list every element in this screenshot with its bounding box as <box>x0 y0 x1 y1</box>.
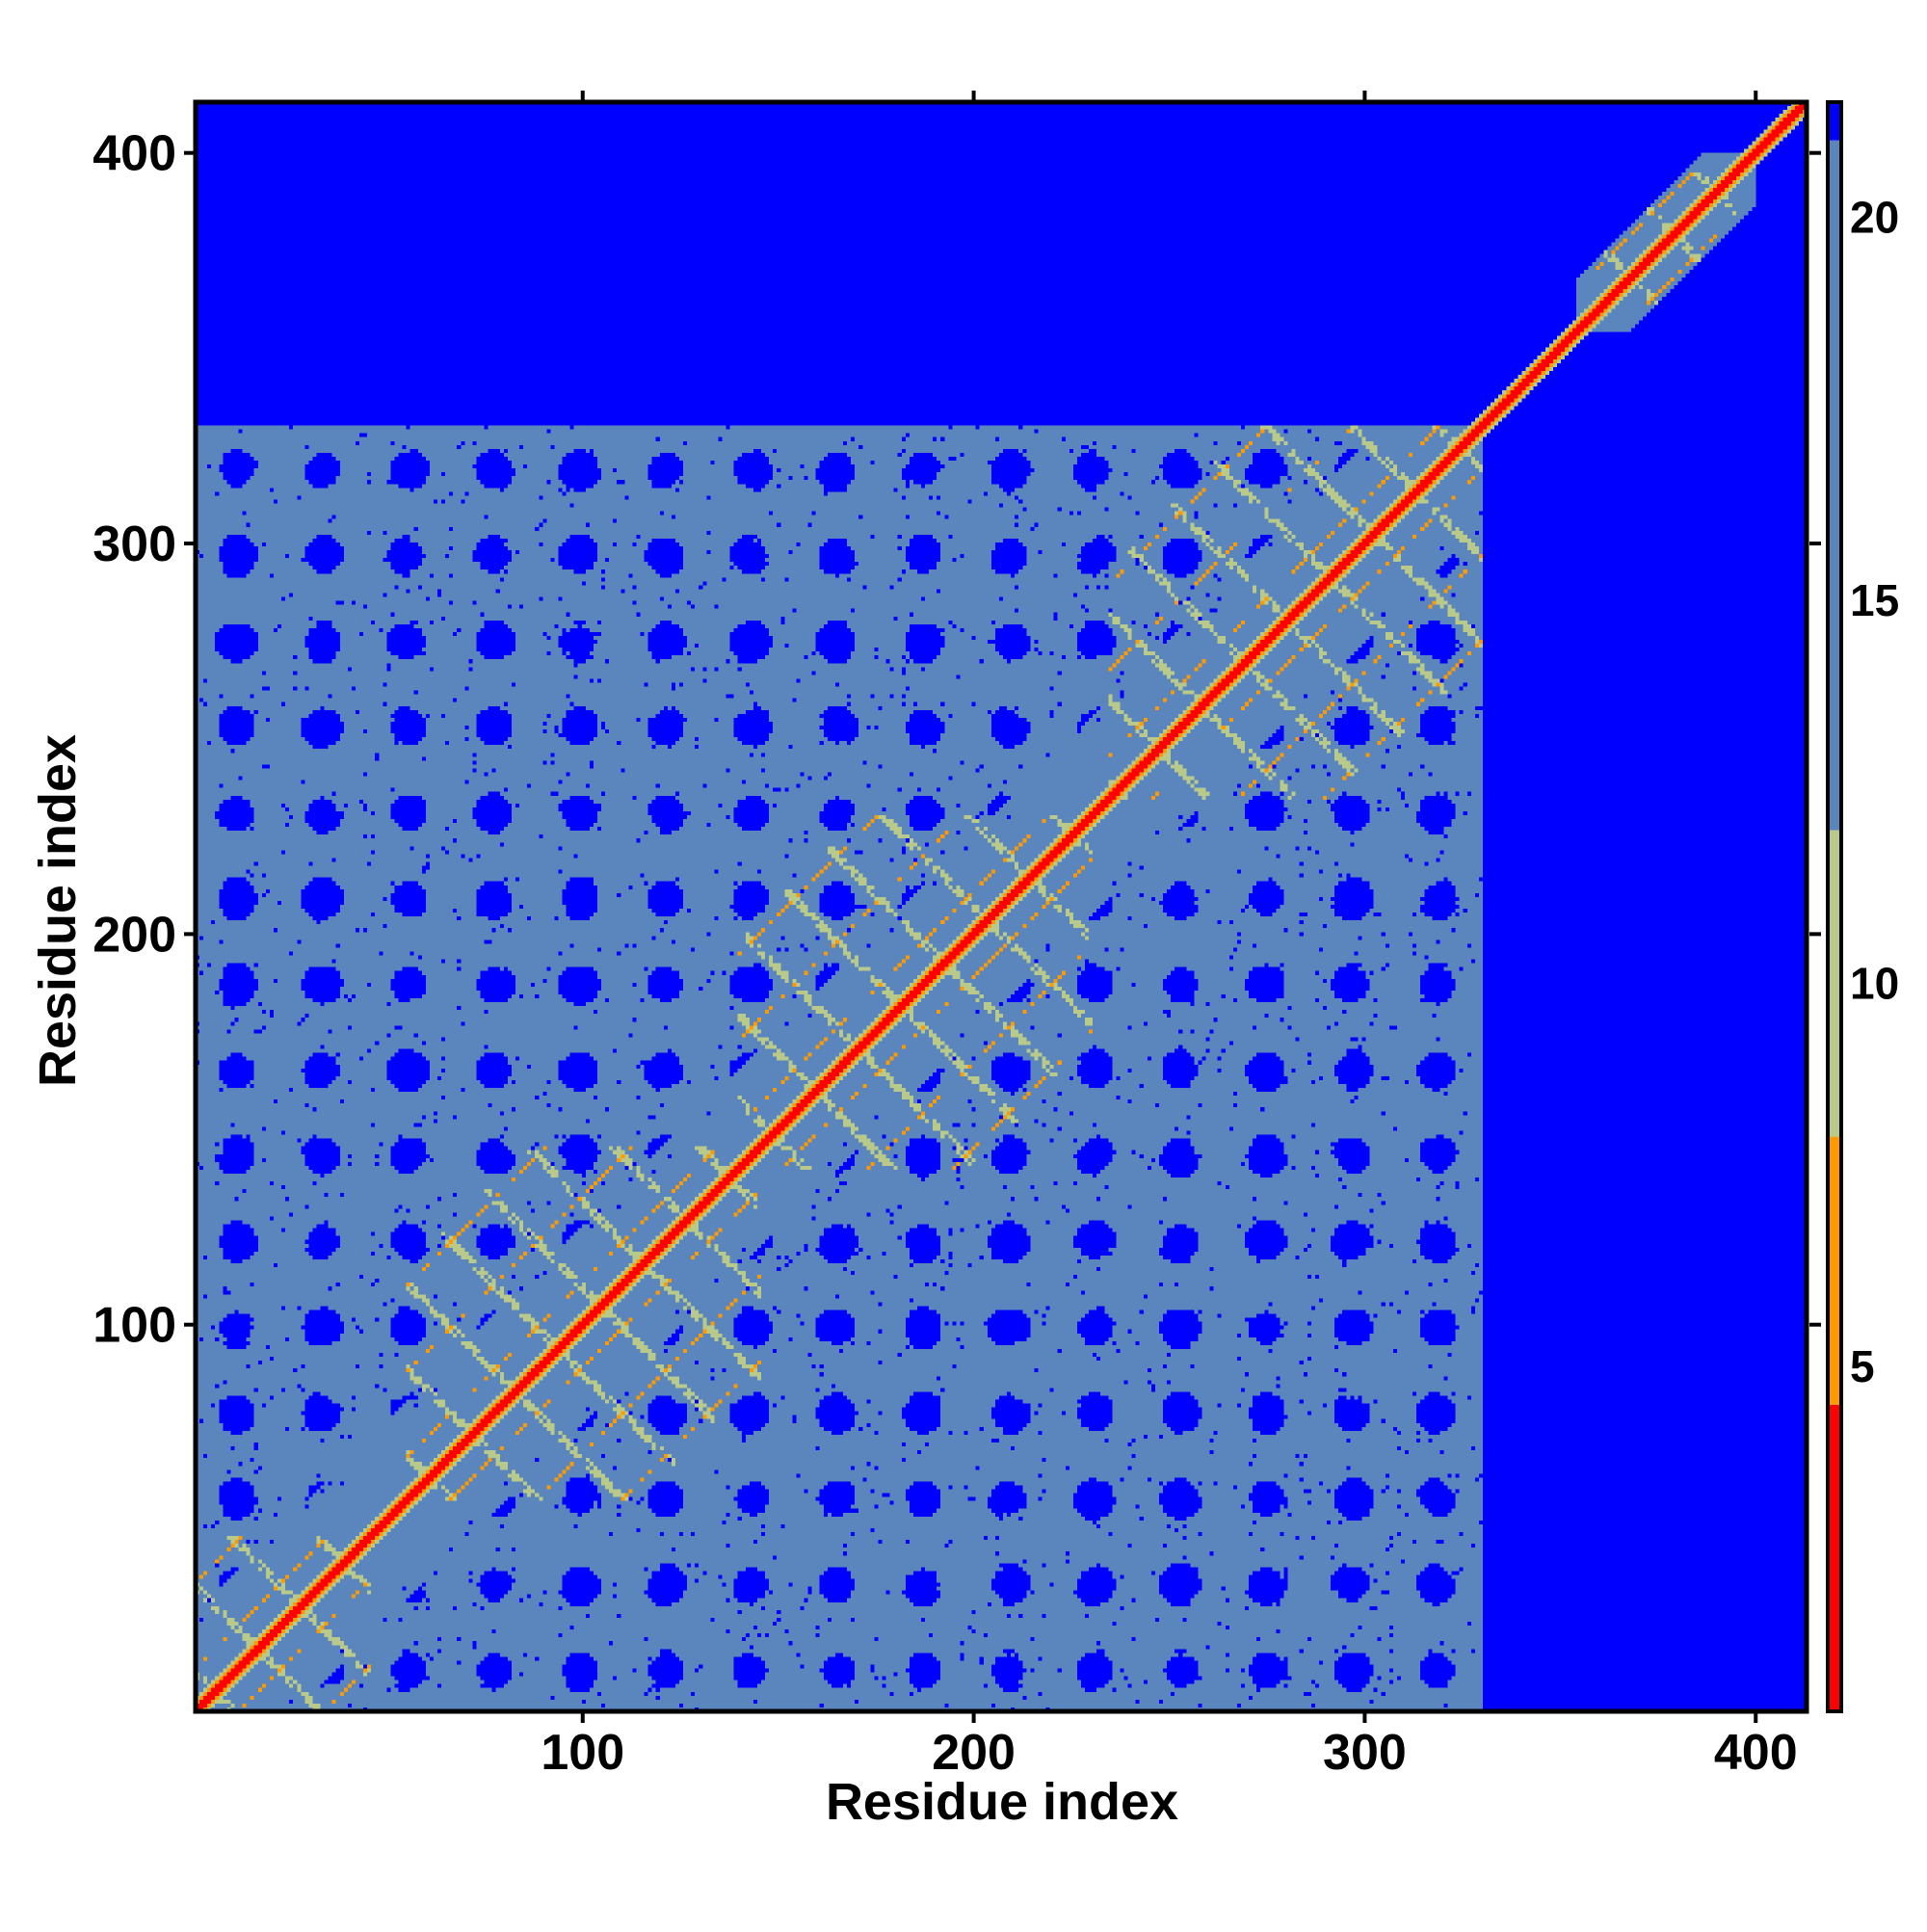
axes-layer: 100 200 300 400 100 200 300 400 <box>92 91 1809 1781</box>
x-axis-label: Residue index <box>826 1773 1178 1831</box>
colorbar-band-0 <box>1828 1404 1841 1711</box>
colorbar: 5 10 15 20 <box>1809 100 1899 1713</box>
y-tick-label-100: 100 <box>92 1298 176 1354</box>
colorbar-band-3 <box>1828 140 1841 831</box>
y-tick-label-400: 400 <box>92 126 176 182</box>
plot-layer <box>196 102 1807 1711</box>
colorbar-tick-label-10: 10 <box>1850 959 1899 1009</box>
plot-frame <box>193 99 1809 1714</box>
colorbar-band-4 <box>1828 102 1841 141</box>
y-tick-label-300: 300 <box>92 516 176 572</box>
x-tick-label-200: 200 <box>932 1725 1016 1781</box>
x-tick-label-100: 100 <box>541 1725 624 1781</box>
heatmap-cells <box>196 102 1807 1711</box>
x-tick-label-400: 400 <box>1714 1725 1798 1781</box>
y-tick-label-200: 200 <box>92 907 176 963</box>
colorbar-tick-label-20: 20 <box>1850 192 1899 242</box>
x-tick-label-300: 300 <box>1323 1725 1407 1781</box>
colorbar-band-2 <box>1828 830 1841 1137</box>
colorbar-tick-label-5: 5 <box>1850 1341 1875 1391</box>
y-axis-label: Residue index <box>29 734 87 1087</box>
colorbar-frame <box>1826 100 1843 1713</box>
colorbar-tick-label-15: 15 <box>1850 575 1899 625</box>
colorbar-band-1 <box>1828 1136 1841 1405</box>
